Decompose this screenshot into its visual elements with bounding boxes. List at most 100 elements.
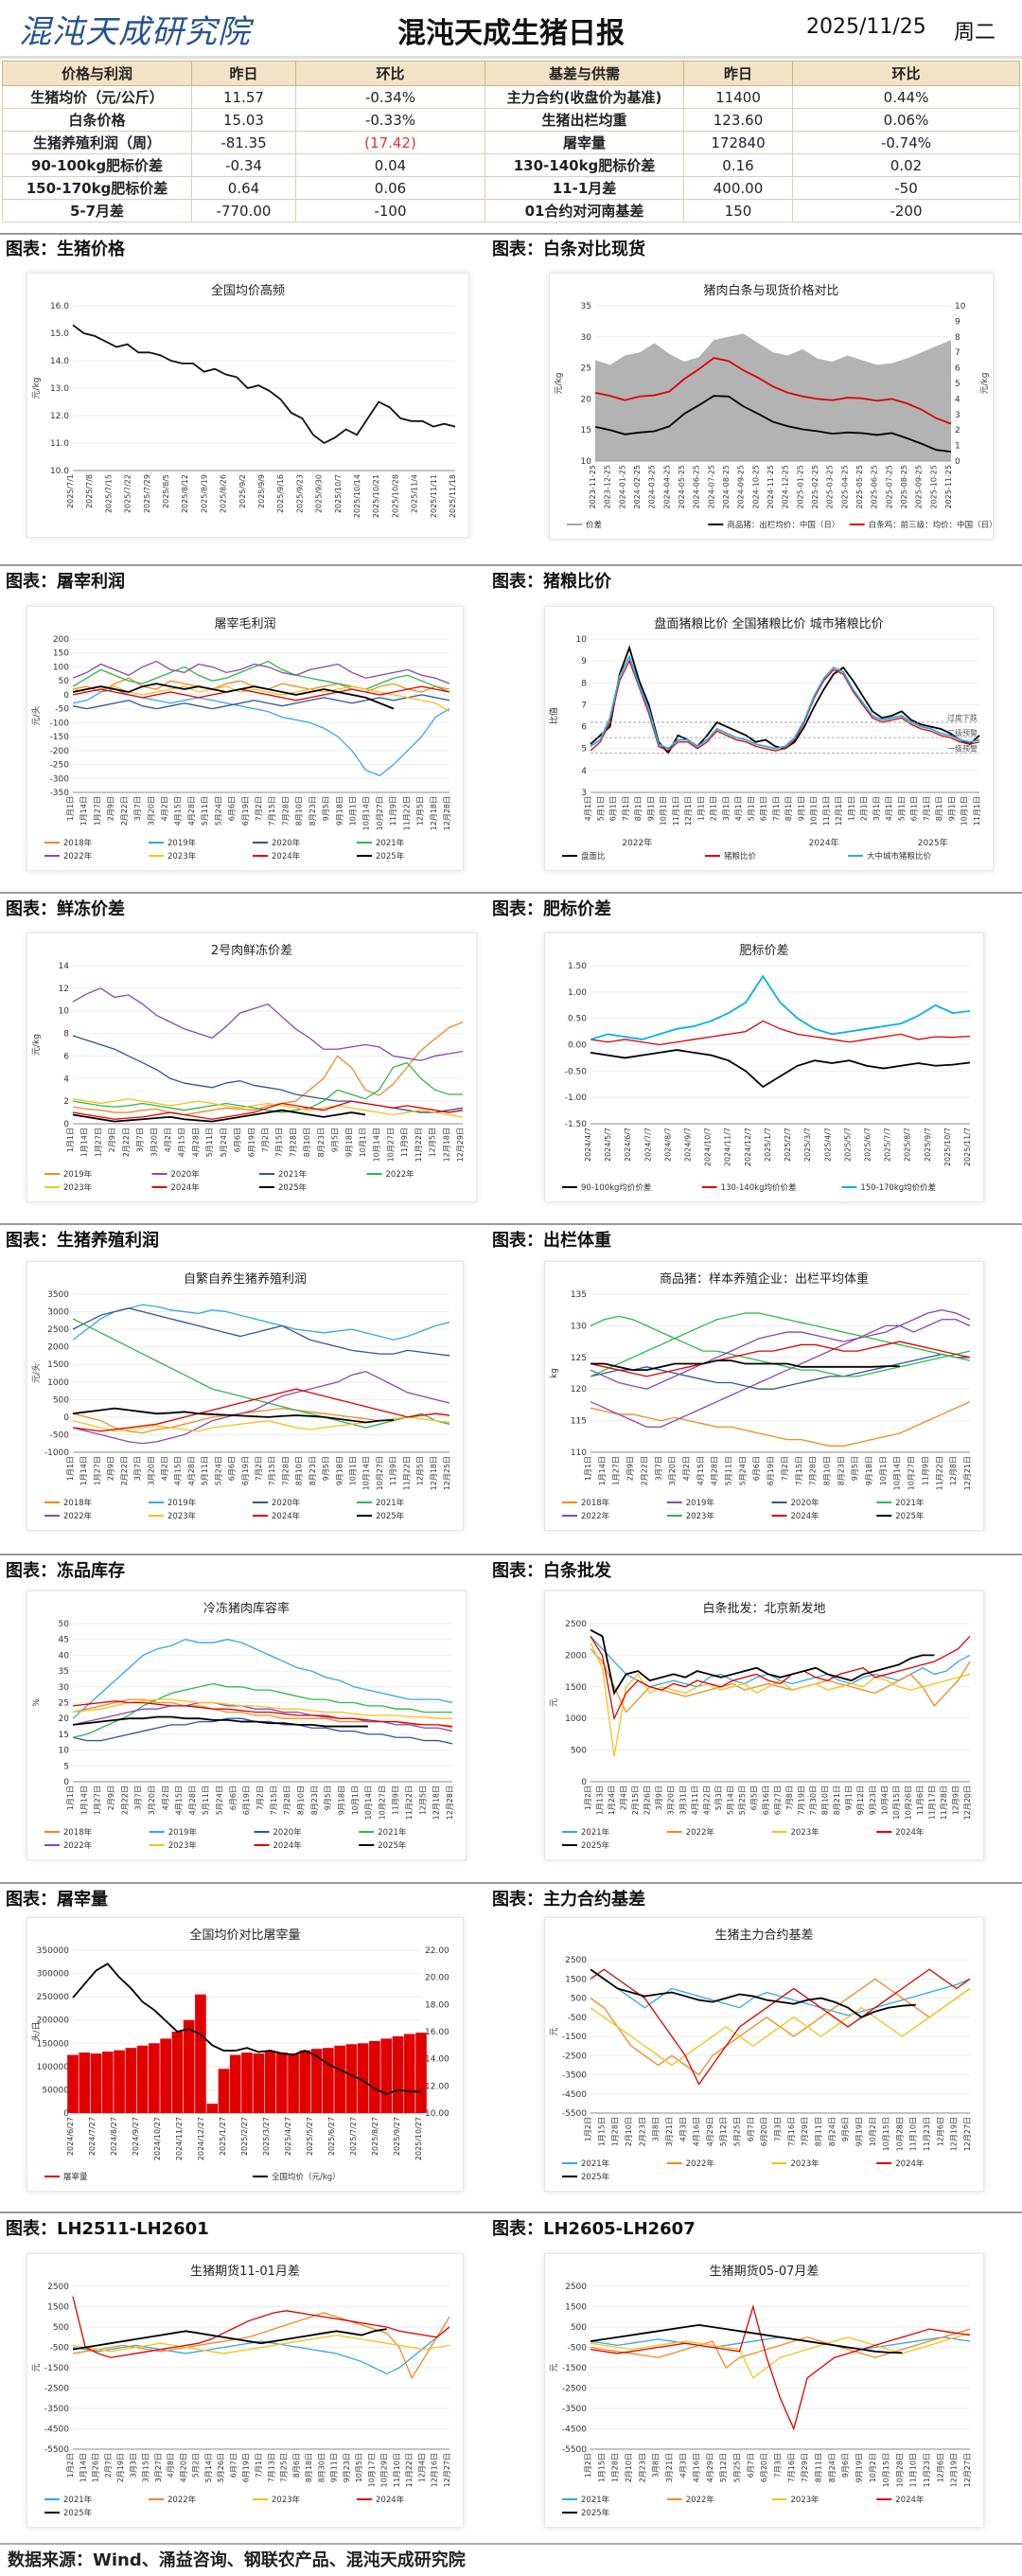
x-tick-label: 6月6日 xyxy=(229,1785,238,1810)
x-tick-label: 1月2日 xyxy=(66,2453,75,2478)
x-tick-label: 7月2日 xyxy=(781,1456,789,1481)
y-tick-label: 100000 xyxy=(37,2063,70,2072)
x-tick-label: 2024/7/7 xyxy=(643,1128,652,1162)
y-tick-label: -5500 xyxy=(562,2109,587,2119)
table-cell: (17.42) xyxy=(295,131,485,154)
y-axis-label: 比值 xyxy=(548,707,559,724)
series-line xyxy=(72,1098,464,1118)
x-tick-label: 1月1日 xyxy=(66,796,75,821)
y-tick-label: 3000 xyxy=(47,1308,69,1318)
table-row: 白条价格 15.03 -0.33% 生猪出栏均重 123.60 0.06% xyxy=(2,108,1020,132)
table-row: 5-7月差 -770.00 -100 01合约对河南基差 150 -200 xyxy=(2,199,1020,222)
x-tick-label: 10月27日 xyxy=(376,796,384,830)
y-tick-label: -4500 xyxy=(562,2090,587,2100)
x-tick-label: 7月13日 xyxy=(267,2453,275,2482)
y-tick-label: 100 xyxy=(53,663,69,672)
x-tick-label: 4月2日 xyxy=(161,1456,169,1481)
y-tick-label: 50000 xyxy=(42,2086,69,2095)
chart-title: 白条批发：北京新发地 xyxy=(702,1601,825,1616)
x-tick-label: 7月29日 xyxy=(801,2453,809,2482)
x-tick-label: 2月7日 xyxy=(104,2453,113,2478)
x-tick-label: 12月25日 xyxy=(443,1456,451,1490)
legend-label: 2022年 xyxy=(686,2159,715,2169)
x-tick-label: 11月22日 xyxy=(935,1456,943,1490)
x-tick-label: 6月6日 xyxy=(234,1128,242,1152)
table-cell: 生猪出栏均重 xyxy=(485,108,684,132)
x-tick-label: 9月6日 xyxy=(841,2453,850,2478)
bar xyxy=(195,1994,206,2113)
x-tick-label: 2025/7/27 xyxy=(349,2117,358,2156)
y-axis-label: 元/头 xyxy=(31,1363,42,1383)
divider xyxy=(0,2212,1022,2213)
bar xyxy=(229,2054,241,2113)
legend-label: 2021年 xyxy=(895,1498,925,1508)
series-line xyxy=(72,1318,450,1429)
legend-label: 盘面比 xyxy=(581,851,606,862)
legend-label: 2022年 xyxy=(686,2495,715,2505)
x-tick-label: 11月9日 xyxy=(400,1128,409,1157)
y-tick-label: 0.00 xyxy=(568,1041,587,1051)
x-tick-label: 12月1日 xyxy=(835,796,843,826)
bar xyxy=(264,2052,276,2113)
series-line xyxy=(72,1682,452,1738)
x-tick-label: 5月25日 xyxy=(733,2453,742,2482)
series-line xyxy=(590,2328,971,2369)
x-tick-label: 10月17日 xyxy=(367,2453,376,2487)
y-tick-label: -500 xyxy=(50,2344,70,2354)
y-axis-label: 元/kg xyxy=(555,373,564,395)
series-line xyxy=(72,1698,452,1719)
y-tick-label: 40 xyxy=(59,1651,70,1661)
x-tick-label: 6月20日 xyxy=(760,2453,768,2482)
x-tick-label: 2025/9/2 xyxy=(238,474,247,508)
x-tick-label: 1月15日 xyxy=(597,2117,606,2146)
legend-label: 2025年 xyxy=(895,1511,925,1521)
x-tick-label: 4月1日 xyxy=(885,796,893,821)
legend-label: 2023年 xyxy=(63,1182,93,1193)
series-line xyxy=(590,1020,971,1046)
x-tick-label: 2024-07-25 xyxy=(707,465,715,509)
series-line xyxy=(590,1049,971,1089)
x-tick-label: 6月19日 xyxy=(241,796,250,826)
x-tick-label: 2025/6/27 xyxy=(327,2117,336,2156)
y-tick-label: 2500 xyxy=(47,1325,69,1335)
series-line xyxy=(72,683,395,710)
x-tick-label: 9月5日 xyxy=(851,1456,859,1481)
x-tick-label: 5月24日 xyxy=(216,1785,224,1815)
x-tick-label: 4月11日 xyxy=(691,1785,699,1815)
x-tick-label: 5月26日 xyxy=(217,2453,225,2482)
chart-title: 全国均价对比屠宰量 xyxy=(189,1928,300,1943)
x-tick-label: 1月27日 xyxy=(612,1456,621,1485)
x-tick-label: 3月8日 xyxy=(652,2117,661,2141)
table-cell: 400.00 xyxy=(683,176,793,200)
x-tick-label: 3月20日 xyxy=(150,1128,158,1157)
section-title: 图表：主力合约基差 xyxy=(492,1890,645,1910)
x-tick-label: 2月9日 xyxy=(108,1128,116,1152)
series-line xyxy=(72,694,450,710)
y-tick-label: 50 xyxy=(59,677,70,686)
y-tick-label: 135 xyxy=(571,1290,587,1300)
x-tick-label: 1月2日 xyxy=(584,2117,592,2141)
x-tick-label: 11月17日 xyxy=(927,1785,936,1820)
x-tick-label: 2025/11/11 xyxy=(430,474,438,518)
x-tick-label: 9月23日 xyxy=(869,1785,877,1815)
legend-label: 全国均价（元/kg） xyxy=(272,2172,341,2182)
y-tick-label: 14.0 xyxy=(50,357,69,366)
x-tick-label: 10月28日 xyxy=(895,2117,904,2151)
chart-svg: 商品猪：样本养殖企业：出栏平均体重kg1351301251201151101月1… xyxy=(550,1271,972,1521)
table-cell: 0.02 xyxy=(792,153,1020,177)
y-tick-label: -0.50 xyxy=(565,1067,588,1076)
x-tick-label: 2025/9/7 xyxy=(924,1128,932,1162)
series-line xyxy=(590,2332,971,2379)
y-tick-label: 10.0 xyxy=(50,467,69,476)
x-tick-label: 2月10日 xyxy=(625,2453,633,2482)
x-tick-label: 10月1日 xyxy=(349,796,358,826)
y-tick-label: -4500 xyxy=(562,2425,587,2435)
x-tick-label: 2025/7/22 xyxy=(124,474,132,513)
y-axis-label: % xyxy=(32,1698,42,1707)
x-year-label: 2022年 xyxy=(622,837,652,848)
bar xyxy=(415,2033,427,2113)
table-cell: 0.06 xyxy=(295,176,485,200)
